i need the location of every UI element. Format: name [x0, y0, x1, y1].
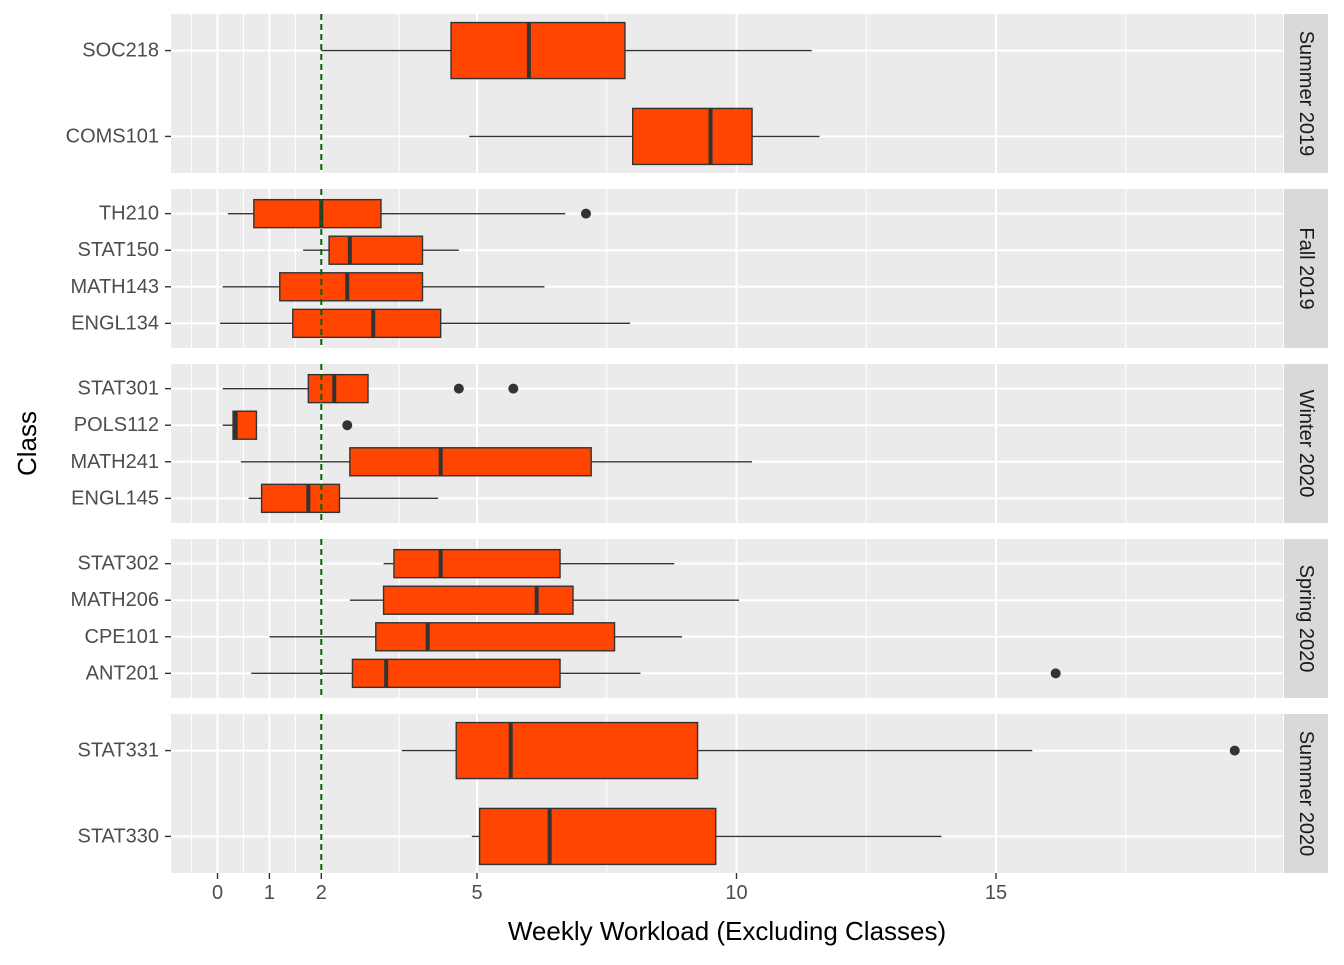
- box-engl145: ENGL145: [71, 483, 1283, 514]
- box-iqr: [349, 447, 592, 477]
- box-math206: MATH206: [70, 585, 1283, 615]
- facet-summer-2020: Summer 2020 STAT331 STAT330: [77, 714, 1328, 873]
- y-tick-label: CPE101: [85, 626, 160, 648]
- y-tick-label: STAT301: [77, 378, 159, 400]
- facet-panels: Summer 2019 SOC218 COMS101 Fall 2019 TH210 ST…: [66, 14, 1328, 873]
- y-tick-label: ENGL134: [71, 312, 159, 334]
- box-iqr: [292, 308, 442, 339]
- box-stat150: STAT150: [77, 235, 1283, 265]
- box-iqr: [393, 548, 561, 579]
- y-tick-label: STAT302: [77, 553, 159, 575]
- box-iqr: [307, 373, 369, 404]
- x-axis-title: Weekly Workload (Excluding Classes): [508, 916, 946, 946]
- box-stat302: STAT302: [77, 548, 1283, 579]
- y-tick-label: STAT150: [77, 239, 159, 261]
- facet-strip: [1284, 539, 1328, 698]
- outlier-point: [342, 420, 353, 431]
- x-axis: 0 1 2 5 10 15: [212, 873, 1007, 904]
- box-math241: MATH241: [70, 447, 1283, 477]
- outlier-point: [508, 383, 519, 394]
- y-tick-label: MATH143: [70, 276, 159, 298]
- box-math143: MATH143: [70, 272, 1283, 302]
- box-ant201: ANT201: [86, 658, 1283, 689]
- box-iqr: [632, 107, 753, 166]
- box-stat330: STAT330: [77, 807, 1283, 866]
- outlier-point: [453, 383, 464, 394]
- y-tick-label: STAT330: [77, 825, 159, 847]
- facet-strip-label: Spring 2020: [1295, 565, 1317, 673]
- box-coms101: COMS101: [66, 107, 1283, 166]
- box-iqr: [279, 272, 424, 302]
- y-tick-label: STAT331: [77, 740, 159, 762]
- facet-summer-2019: Summer 2019 SOC218 COMS101: [66, 14, 1328, 173]
- y-tick-label: SOC218: [82, 40, 159, 62]
- box-stat331: STAT331: [77, 721, 1283, 780]
- facet-winter-2020: Winter 2020 STAT301 POLS112 MATH241 ENGL145: [70, 364, 1328, 523]
- outlier-point: [1050, 668, 1061, 679]
- facet-spring-2020: Spring 2020 STAT302 MATH206 CPE101 ANT201: [70, 539, 1328, 698]
- box-cpe101: CPE101: [85, 622, 1283, 652]
- box-soc218: SOC218: [82, 21, 1283, 80]
- box-iqr: [351, 658, 561, 689]
- box-iqr: [253, 198, 382, 229]
- box-iqr: [328, 235, 424, 265]
- x-tick-label: 2: [316, 882, 327, 904]
- x-tick-label: 15: [985, 882, 1007, 904]
- x-tick-label: 5: [471, 882, 482, 904]
- facet-fall-2019: Fall 2019 TH210 STAT150 MATH143 ENGL134: [70, 189, 1328, 348]
- y-axis-title: Class: [12, 411, 42, 476]
- box-iqr: [455, 721, 699, 780]
- facet-strip-label: Summer 2020: [1295, 731, 1317, 857]
- box-engl134: ENGL134: [71, 308, 1283, 339]
- y-tick-label: MATH206: [70, 589, 159, 611]
- facet-strip-label: Winter 2020: [1295, 390, 1317, 498]
- facet-strip: [1284, 714, 1328, 873]
- box-iqr: [260, 483, 341, 514]
- x-tick-label: 0: [212, 882, 223, 904]
- box-pols112: POLS112: [74, 410, 1283, 440]
- y-tick-label: COMS101: [66, 125, 159, 147]
- x-tick-label: 1: [264, 882, 275, 904]
- box-iqr: [375, 622, 616, 652]
- box-iqr: [450, 21, 626, 80]
- facet-strip: [1284, 364, 1328, 523]
- box-iqr: [478, 807, 717, 866]
- facet-strip-label: Summer 2019: [1295, 31, 1317, 157]
- y-tick-label: POLS112: [74, 414, 159, 436]
- y-tick-label: TH210: [99, 203, 159, 225]
- box-iqr: [232, 410, 258, 440]
- facet-strip: [1284, 14, 1328, 173]
- y-tick-label: MATH241: [70, 451, 159, 473]
- y-tick-label: ANT201: [86, 662, 159, 684]
- outlier-point: [1229, 745, 1240, 756]
- box-stat301: STAT301: [77, 373, 1283, 404]
- panel-background: [171, 714, 1283, 873]
- facet-strip: [1284, 189, 1328, 348]
- box-iqr: [382, 585, 574, 615]
- x-tick-label: 10: [725, 882, 747, 904]
- y-tick-label: ENGL145: [71, 487, 159, 509]
- facet-strip-label: Fall 2019: [1295, 227, 1317, 309]
- outlier-point: [580, 208, 591, 219]
